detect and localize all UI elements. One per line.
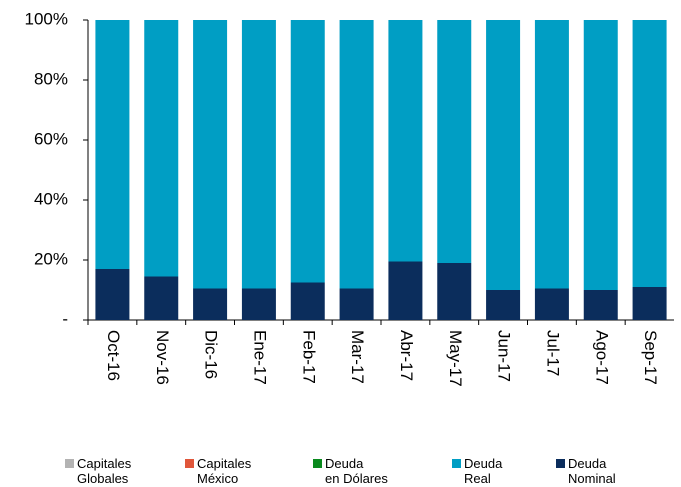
bar-segment bbox=[290, 20, 325, 283]
bar-segment bbox=[534, 288, 569, 320]
legend-item: Capitales México bbox=[185, 456, 251, 486]
x-tick-label: Ene-17 bbox=[250, 330, 269, 385]
x-tick-label: May-17 bbox=[446, 330, 465, 387]
legend-item: Deuda en Dólares bbox=[313, 456, 388, 486]
legend-swatch bbox=[452, 459, 461, 468]
bar-segment bbox=[193, 20, 228, 289]
bar-segment bbox=[388, 261, 423, 320]
legend-label: Capitales Globales bbox=[77, 456, 132, 486]
y-tick-label: 20% bbox=[34, 249, 68, 268]
legend-swatch bbox=[313, 459, 322, 468]
legend-label: Deuda Nominal bbox=[568, 456, 616, 486]
x-tick-label: Dic-16 bbox=[202, 330, 221, 379]
bar-segment bbox=[144, 20, 179, 277]
x-tick-label: Feb-17 bbox=[299, 330, 318, 384]
legend-item: Capitales Globales bbox=[65, 456, 131, 486]
chart: - 20% 40% 60% 80% 100% Oct-16 Nov-16 Dic-16 Ene-1… bbox=[25, 9, 674, 387]
bar-segment bbox=[583, 290, 618, 320]
legend-item: Deuda Real bbox=[452, 456, 502, 486]
bar-segment bbox=[632, 287, 667, 320]
bar-segment bbox=[339, 288, 374, 320]
bar-segment bbox=[241, 288, 276, 320]
bar-segment bbox=[534, 20, 569, 289]
bar-segment bbox=[486, 20, 521, 290]
legend-item: Deuda Nominal bbox=[556, 456, 616, 486]
y-tick-label: 40% bbox=[34, 189, 68, 208]
legend-swatch bbox=[185, 459, 194, 468]
bar-segment bbox=[339, 20, 374, 289]
legend-label: Deuda en Dólares bbox=[325, 456, 388, 486]
y-tick-label: 80% bbox=[34, 69, 68, 88]
x-tick-label: Sep-17 bbox=[641, 330, 660, 385]
x-tick-label: Ago-17 bbox=[592, 330, 611, 385]
y-tick-label: - bbox=[62, 309, 68, 328]
bar-segment bbox=[144, 276, 179, 320]
legend: Capitales Globales Capitales México Deuda … bbox=[0, 456, 681, 487]
bar-segment bbox=[583, 20, 618, 290]
bar-segment bbox=[193, 288, 228, 320]
bar-segment bbox=[95, 20, 130, 269]
bar-segment bbox=[437, 263, 472, 320]
bar-segment bbox=[632, 20, 667, 287]
bar-segment bbox=[95, 269, 130, 320]
x-tick-label: Oct-16 bbox=[104, 330, 123, 381]
bar-segment bbox=[486, 290, 521, 320]
bar-segment bbox=[290, 282, 325, 320]
x-tick-label: Jul-17 bbox=[543, 330, 562, 376]
x-tick-label: Abr-17 bbox=[397, 330, 416, 381]
legend-label: Capitales México bbox=[197, 456, 252, 486]
bar-segment bbox=[388, 20, 423, 262]
bar-segment bbox=[241, 20, 276, 289]
legend-swatch bbox=[556, 459, 565, 468]
bar-segment bbox=[437, 20, 472, 263]
legend-label: Deuda Real bbox=[464, 456, 503, 486]
y-tick-label: 100% bbox=[25, 9, 68, 28]
y-tick-label: 60% bbox=[34, 129, 68, 148]
x-tick-label: Mar-17 bbox=[348, 330, 367, 384]
x-tick-label: Nov-16 bbox=[153, 330, 172, 385]
legend-swatch bbox=[65, 459, 74, 468]
x-tick-label: Jun-17 bbox=[495, 330, 514, 382]
